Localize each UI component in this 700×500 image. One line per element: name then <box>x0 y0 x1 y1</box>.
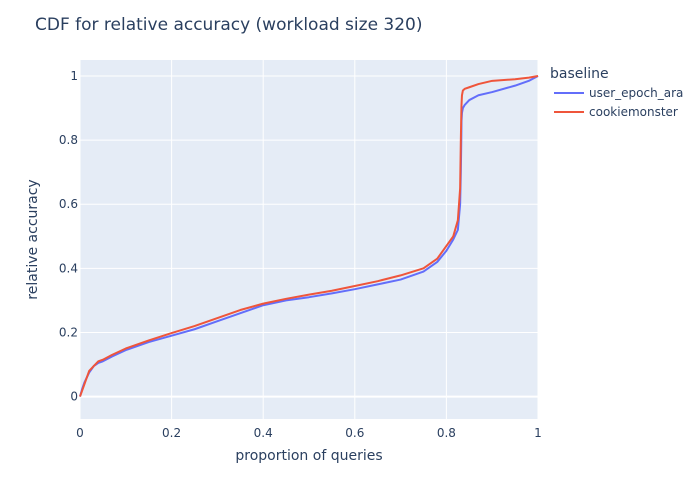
y-tick-label: 1 <box>70 69 78 83</box>
x-axis-title: proportion of queries <box>235 448 382 464</box>
x-tick-label: 0.2 <box>162 426 181 440</box>
legend-title: baseline <box>550 66 609 82</box>
x-tick-label: 0 <box>76 426 84 440</box>
y-tick-label: 0.2 <box>59 325 78 339</box>
legend: baseline user_epoch_ara cookiemonster <box>550 66 683 119</box>
y-tick-label: 0.4 <box>59 261 78 275</box>
plot-background <box>80 60 538 419</box>
chart-title: CDF for relative accuracy (workload size… <box>35 15 423 35</box>
x-tick-label: 0.8 <box>437 426 456 440</box>
x-tick-label: 0.4 <box>254 426 273 440</box>
series-line-user_epoch_ara <box>79 75 539 397</box>
legend-label: user_epoch_ara <box>589 86 683 100</box>
y-tick-label: 0.6 <box>59 197 78 211</box>
legend-item[interactable]: user_epoch_ara <box>554 86 683 100</box>
tick-labels: 0 0.2 0.4 0.6 0.8 1 0 0.2 0.4 0.6 0.8 1 <box>59 69 542 440</box>
gridlines <box>79 60 539 419</box>
legend-label: cookiemonster <box>589 105 678 119</box>
legend-item[interactable]: cookiemonster <box>554 105 678 119</box>
y-tick-label: 0 <box>70 390 78 404</box>
x-tick-label: 1 <box>534 426 542 440</box>
series-lines <box>79 75 539 397</box>
y-tick-label: 0.8 <box>59 133 78 147</box>
series-line-cookiemonster <box>79 75 539 397</box>
y-axis-title: relative accuracy <box>25 179 41 299</box>
x-tick-label: 0.6 <box>345 426 364 440</box>
